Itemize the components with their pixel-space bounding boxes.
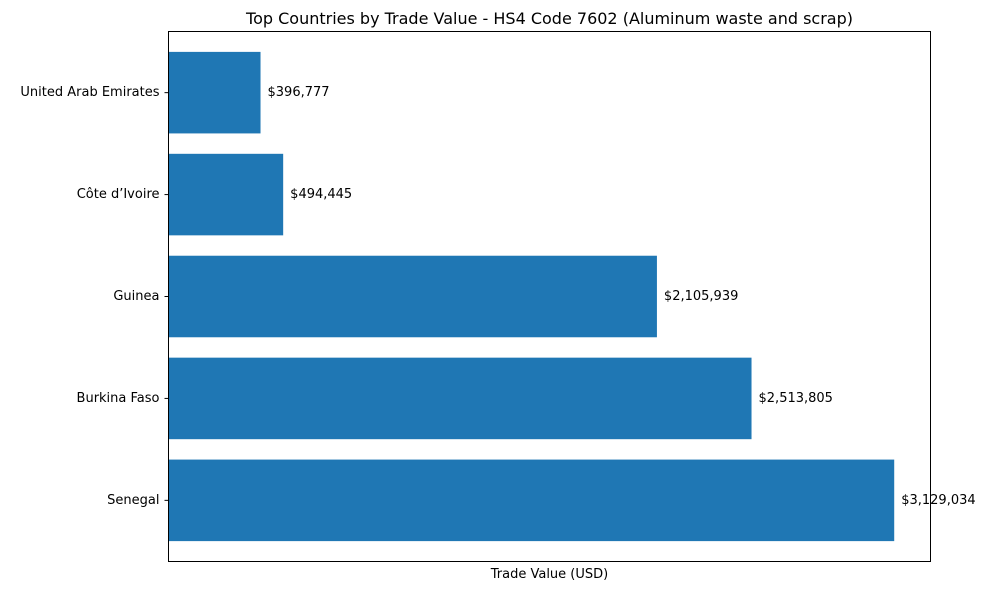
value-label-3: $494,445 (290, 187, 352, 202)
x-axis-label: Trade Value (USD) (490, 567, 608, 582)
bar-3 (168, 153, 284, 236)
value-label-4: $396,777 (268, 85, 330, 100)
value-label-0: $3,129,034 (901, 493, 975, 508)
y-tick-label-4: United Arab Emirates (20, 85, 159, 100)
plot-frame (168, 31, 931, 562)
value-label-2: $2,105,939 (664, 289, 738, 304)
y-tick-label-3: Côte d’Ivoire (77, 187, 160, 202)
y-tick-label-0: Senegal (107, 493, 159, 508)
bar-1 (168, 357, 752, 440)
bar-4 (168, 51, 261, 134)
chart-title: Top Countries by Trade Value - HS4 Code … (245, 9, 853, 28)
y-tick-label-1: Burkina Faso (77, 391, 160, 406)
bar-2 (168, 255, 657, 338)
value-label-1: $2,513,805 (759, 391, 833, 406)
y-tick-label-2: Guinea (113, 289, 159, 304)
value-labels-group: $3,129,034 $2,513,805 $2,105,939 $494,445 $3… (268, 85, 976, 508)
bars-group (168, 51, 895, 542)
y-axis-ticks: Senegal Burkina Faso Guinea Côte d’Ivoire Un… (20, 85, 169, 508)
bar-0 (168, 459, 895, 542)
